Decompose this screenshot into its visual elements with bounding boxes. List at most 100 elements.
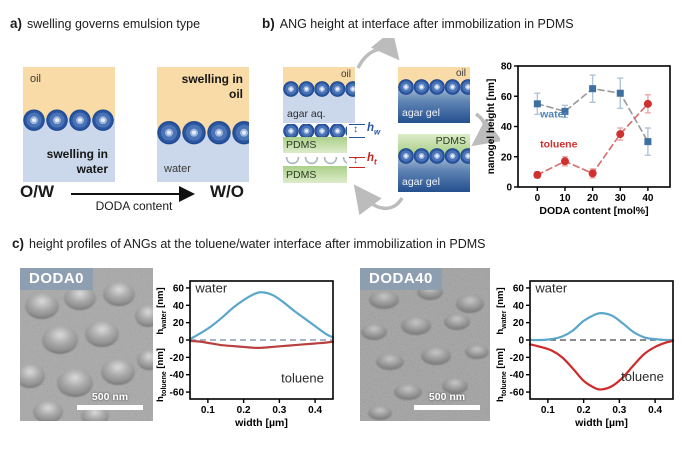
svg-text:40: 40 [642, 193, 654, 204]
svg-text:0.2: 0.2 [237, 405, 251, 416]
hw-top-line [349, 124, 365, 125]
y-axis-label-htoluene: htoluene [nm] [155, 348, 168, 402]
svg-text:-20: -20 [170, 353, 185, 364]
svg-text:0.1: 0.1 [201, 405, 215, 416]
svg-text:-40: -40 [510, 370, 525, 381]
svg-text:40: 40 [501, 122, 513, 133]
svg-text:0: 0 [506, 183, 512, 194]
svg-text:width [µm]: width [µm] [234, 417, 288, 428]
arrow-right-icon [471, 112, 500, 147]
pdms-strip-top: PDMS [283, 137, 347, 153]
ht-label: ht [367, 152, 377, 167]
svg-text:width [µm]: width [µm] [574, 417, 628, 428]
dimple-row [283, 157, 347, 167]
wo-label: W/O [210, 182, 244, 201]
arrow-top-icon [356, 38, 400, 69]
svg-text:20: 20 [173, 318, 185, 329]
ow-label: O/W [20, 182, 54, 201]
profile-chart-doda40: 60 40 20 0 -20 -40 -60 0.1 0.2 0.3 0.4 water toluene… [510, 280, 675, 428]
svg-text:30: 30 [615, 193, 627, 204]
svg-text:-60: -60 [170, 388, 185, 399]
pdms-strip-bottom: PDMS [283, 166, 347, 183]
scale-bar [414, 405, 480, 410]
y-axis-label-hwater: hwater [nm] [495, 287, 508, 335]
svg-text:40: 40 [513, 301, 525, 312]
svg-text:40: 40 [173, 301, 185, 312]
nanogel-row [398, 148, 470, 164]
scale-bar [77, 405, 143, 410]
panel-c-title: c) height profiles of ANGs at the toluene… [12, 236, 486, 251]
panel-b-tag: b) [262, 16, 275, 31]
svg-text:toluene: toluene [281, 371, 324, 386]
svg-text:0.1: 0.1 [541, 405, 555, 416]
schematic-oil-agar-gel: oil agar gel [398, 67, 470, 123]
svg-text:0.3: 0.3 [612, 405, 626, 416]
ht-top-line [349, 157, 365, 158]
panel-c-title-text: height profiles of ANGs at the toluene/w… [29, 237, 486, 251]
svg-text:water: water [534, 280, 567, 295]
svg-text:-20: -20 [510, 353, 525, 364]
swelling-in-water-caption-line2: water [76, 162, 108, 176]
svg-text:0.4: 0.4 [648, 405, 662, 416]
svg-text:toluene: toluene [540, 139, 577, 151]
agar-gel-label: agar gel [402, 175, 440, 188]
scale-bar-label: 500 nm [91, 391, 129, 403]
schematic-ow-emulsion: oil swelling in water [23, 67, 115, 182]
profile-chart-doda0: 60 40 20 0 -20 -40 -60 0.1 0.2 0.3 0.4 water toluene… [170, 280, 335, 428]
water-label: water [164, 163, 191, 175]
oil-label: oil [340, 69, 351, 80]
pdms-label: PDMS [286, 139, 317, 151]
panel-a-title-text: swelling governs emulsion type [27, 17, 201, 31]
hw-label: hw [367, 122, 381, 137]
svg-text:0.4: 0.4 [308, 405, 322, 416]
doda-content-axis-label: DODA content [95, 199, 173, 213]
panel-a-title: a) swelling governs emulsion type [10, 16, 200, 31]
sem-image-doda0 [20, 268, 153, 421]
svg-text:20: 20 [501, 152, 513, 163]
schematic-wo-emulsion: swelling in oil water [157, 67, 249, 182]
svg-text:10: 10 [559, 193, 571, 204]
pdms-label: PDMS [286, 169, 317, 181]
svg-text:nanogel height [nm]: nanogel height [nm] [486, 79, 497, 175]
panel-c-tag: c) [12, 236, 25, 251]
nanogel-height-chart: 0 20 40 60 80 0 10 20 30 40 water toluene nanogel he… [486, 62, 671, 217]
ht-bottom-line [349, 167, 365, 168]
nanogel-row [283, 81, 355, 97]
svg-text:-40: -40 [170, 370, 185, 381]
panel-b-title: b) ANG height at interface after immobili… [262, 16, 574, 31]
schematic-pdms-agar-gel: PDMS agar gel [398, 134, 470, 192]
svg-text:20: 20 [513, 318, 525, 329]
ht-arrow-icon: ↕ [353, 155, 358, 166]
y-axis-label-hwater: hwater [nm] [155, 287, 168, 335]
svg-text:0.2: 0.2 [577, 405, 591, 416]
svg-text:60: 60 [173, 283, 185, 294]
svg-text:0: 0 [178, 336, 184, 347]
nanogel-particles [361, 284, 489, 420]
sem-label-doda40: DODA40 [360, 268, 442, 290]
schematic-oil-agar-aq: oil agar aq. [283, 67, 355, 123]
oil-label: oil [30, 73, 42, 85]
arrow-bottom-icon [353, 184, 404, 216]
hw-arrow-icon: ↕ [353, 124, 358, 135]
svg-text:20: 20 [587, 193, 599, 204]
pdms-label: PDMS [435, 135, 466, 147]
nanogel-row [23, 107, 115, 131]
swelling-in-oil-caption-line2: oil [229, 87, 243, 101]
svg-text:0: 0 [518, 336, 524, 347]
svg-text:0.3: 0.3 [272, 405, 286, 416]
panel-b-title-text: ANG height at interface after immobiliza… [279, 17, 574, 31]
panel-a-tag: a) [10, 16, 23, 31]
svg-text:0: 0 [535, 193, 541, 204]
process-arrows [353, 38, 500, 216]
nanogel-row-on-pdms [283, 124, 347, 138]
svg-text:60: 60 [513, 283, 525, 294]
sem-image-doda40 [360, 268, 490, 421]
svg-text:DODA content [mol%]: DODA content [mol%] [539, 205, 648, 217]
agar-aq-label: agar aq. [287, 107, 326, 120]
y-axis-label-htoluene: htoluene [nm] [495, 348, 508, 402]
agar-gel-label: agar gel [402, 106, 440, 119]
svg-text:water: water [194, 280, 227, 295]
nanogel-row [157, 121, 249, 147]
svg-text:60: 60 [501, 92, 513, 103]
